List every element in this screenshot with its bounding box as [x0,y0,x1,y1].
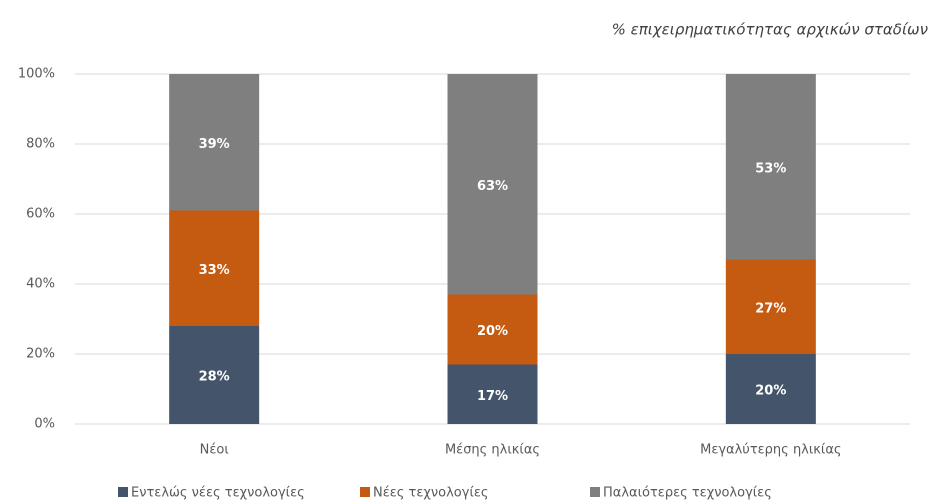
bar-segment [447,364,538,424]
bar-segment [169,326,260,424]
y-tick-label: 100% [18,67,55,82]
bar-segment [169,210,260,326]
bar-segment [169,74,260,211]
y-tick-label: 40% [26,277,55,292]
data-label: 20% [477,324,508,339]
bar-segment [725,74,816,260]
legend-label: Νέες τεχνολογίες [373,486,489,501]
legend-swatch [590,487,600,497]
data-label: 63% [477,179,508,194]
data-label: 27% [755,301,786,316]
y-tick-label: 80% [26,137,55,152]
data-label: 39% [199,137,230,152]
legend-swatch [360,487,370,497]
legend-swatch [118,487,128,497]
y-tick-label: 20% [26,347,55,362]
data-label: 20% [755,384,786,399]
bar-segment [447,294,538,365]
data-label: 28% [199,370,230,385]
legend-label: Εντελώς νέες τεχνολογίες [131,486,305,501]
data-label: 17% [477,389,508,404]
y-tick-label: 60% [26,207,55,222]
x-tick-label: Μέσης ηλικίας [445,443,540,458]
bar-segment [725,354,816,424]
y-tick-label: 0% [34,417,55,432]
bar-segment [447,74,538,295]
x-tick-label: Νέοι [200,443,229,458]
data-label: 53% [755,161,786,176]
chart-title: % επιχειρηματικότητας αρχικών σταδίων [612,21,928,39]
legend-label: Παλαιότερες τεχνολογίες [603,486,772,501]
data-label: 33% [199,263,230,278]
x-tick-label: Μεγαλύτερης ηλικίας [700,443,841,458]
bar-segment [725,259,816,354]
